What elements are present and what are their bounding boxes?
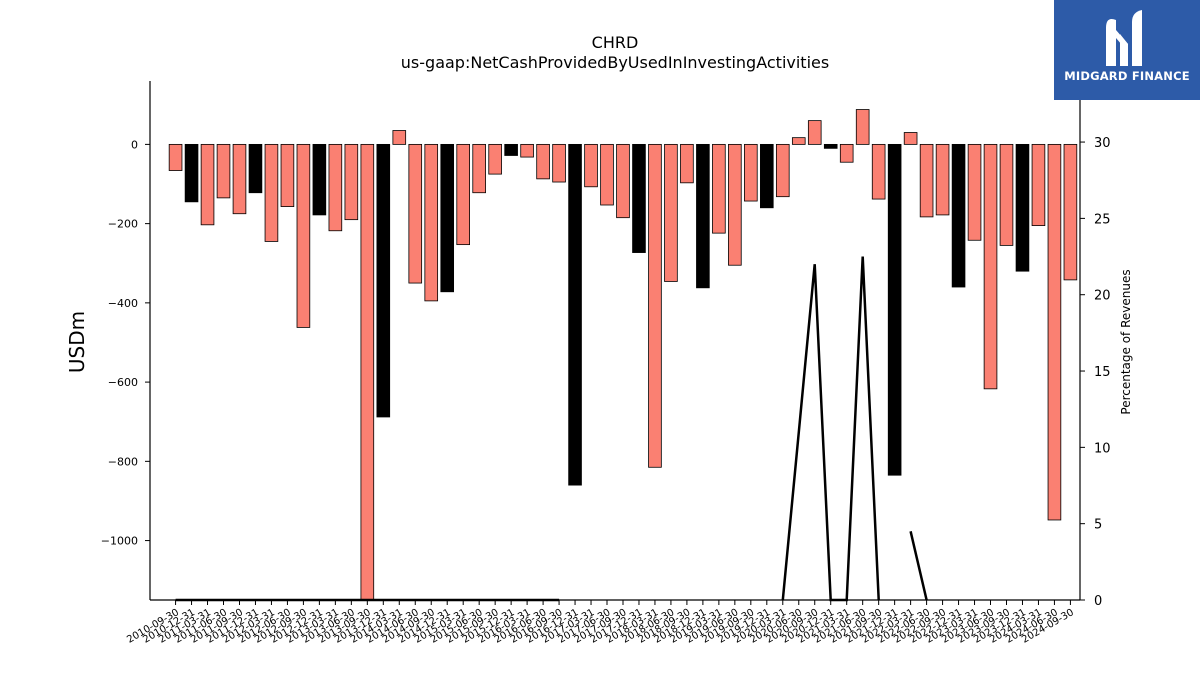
- bar: [408, 143, 423, 284]
- bar: [696, 143, 710, 289]
- bar: [760, 143, 774, 209]
- bar: [983, 143, 998, 390]
- bar: [344, 143, 359, 221]
- bar: [584, 143, 598, 188]
- bar: [568, 143, 582, 486]
- bar: [1031, 143, 1046, 227]
- bars-group: [168, 109, 1078, 601]
- axes-group: 0−200−400−600−800−10000510152025302010-0…: [101, 81, 1111, 646]
- brand-logo: MIDGARD FINANCE: [1054, 0, 1200, 100]
- bar: [600, 143, 614, 206]
- chart-subtitle: us-gaap:NetCashProvidedByUsedInInvesting…: [401, 53, 829, 72]
- bar: [664, 143, 678, 282]
- bar: [919, 143, 934, 218]
- bar: [1015, 143, 1030, 272]
- y-tick-label: −200: [108, 218, 138, 231]
- bar: [296, 143, 311, 328]
- bar: [728, 143, 742, 266]
- bar: [248, 143, 263, 194]
- y2-tick-label: 10: [1094, 441, 1111, 456]
- bar: [887, 143, 902, 476]
- bar: [200, 143, 215, 226]
- bar: [791, 137, 806, 145]
- bar: [488, 143, 502, 175]
- bar: [472, 143, 486, 194]
- y-tick-label: −400: [108, 297, 138, 310]
- bar: [216, 143, 231, 199]
- bar: [376, 143, 391, 418]
- bar: [184, 143, 199, 203]
- bar: [680, 143, 694, 184]
- y2-axis-label: Percentage of Revenues: [1119, 269, 1133, 414]
- bar: [744, 143, 758, 202]
- y2-tick-label: 0: [1094, 594, 1102, 609]
- y-tick-label: −800: [108, 455, 138, 468]
- bar: [616, 143, 630, 219]
- bar: [967, 143, 982, 241]
- bar: [712, 143, 726, 234]
- y2-tick-label: 25: [1094, 212, 1111, 227]
- bar: [232, 143, 247, 215]
- y-tick-label: 0: [131, 138, 138, 151]
- bar: [520, 143, 534, 158]
- bar: [775, 143, 790, 198]
- bar: [632, 143, 646, 253]
- y-tick-label: −1000: [101, 535, 138, 548]
- y2-tick-label: 20: [1094, 289, 1111, 304]
- bar: [328, 143, 343, 232]
- bar: [871, 143, 886, 200]
- bar: [280, 143, 295, 207]
- brand-name: MIDGARD FINANCE: [1064, 69, 1190, 83]
- chart-title: CHRD: [592, 33, 639, 52]
- y2-tick-label: 15: [1094, 365, 1111, 380]
- bar: [999, 143, 1014, 246]
- bar: [360, 143, 375, 601]
- bar: [456, 143, 470, 246]
- y-axis-label: USDm: [65, 311, 89, 373]
- bar: [1047, 143, 1062, 521]
- bar: [648, 143, 662, 468]
- bar: [935, 143, 950, 216]
- bar: [951, 143, 966, 288]
- bar: [264, 143, 279, 242]
- y2-tick-label: 30: [1094, 136, 1111, 151]
- bar: [839, 143, 854, 163]
- bar: [552, 143, 566, 183]
- y-tick-label: −600: [108, 376, 138, 389]
- percentage-line-group: [175, 256, 928, 602]
- percentage-line: [781, 256, 880, 602]
- percentage-line: [909, 531, 928, 601]
- bar: [1063, 143, 1078, 281]
- bar: [903, 132, 918, 145]
- bar: [807, 120, 822, 145]
- bar: [823, 143, 838, 149]
- bar: [440, 143, 455, 293]
- bar: [504, 143, 518, 156]
- bar: [855, 109, 870, 145]
- bar: [392, 130, 407, 145]
- bar: [312, 143, 327, 216]
- bar: [424, 143, 439, 302]
- midgard-m-icon: [1106, 10, 1142, 66]
- bar: [536, 143, 550, 180]
- bar: [168, 143, 183, 171]
- y2-tick-label: 5: [1094, 518, 1102, 533]
